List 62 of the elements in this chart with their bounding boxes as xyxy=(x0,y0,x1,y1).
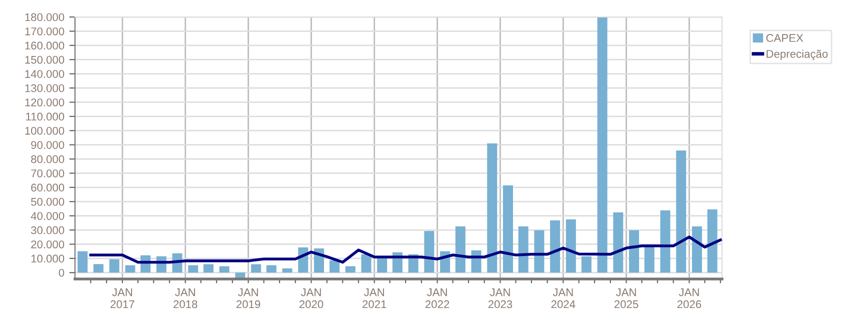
bar xyxy=(613,212,624,273)
y-tick-label: 0 xyxy=(58,268,64,277)
bar xyxy=(361,254,372,273)
bar xyxy=(455,226,466,273)
y-tick-label: 50.000 xyxy=(31,198,64,206)
bar xyxy=(676,150,686,273)
x-tick-label: JAN 2019 xyxy=(236,288,260,308)
y-tick-label: 40.000 xyxy=(30,212,64,220)
y-tick-label: 110.000 xyxy=(26,112,64,121)
bar xyxy=(518,226,528,273)
x-tick-label: JAN 2024 xyxy=(551,288,576,308)
y-tick-label: 130.000 xyxy=(25,84,64,92)
y-tick-label: 120.000 xyxy=(25,98,64,106)
bar xyxy=(566,219,576,273)
y-tick-label: 90.000 xyxy=(31,141,64,149)
bar xyxy=(550,220,560,273)
y-tick-label: 150.000 xyxy=(25,56,64,64)
y-tick-label: 30.000 xyxy=(31,226,64,234)
y-tick-label: 140.000 xyxy=(25,70,64,78)
bar xyxy=(282,268,292,273)
bar xyxy=(78,251,88,273)
y-tick-label: 180.000 xyxy=(25,13,64,22)
bar xyxy=(692,226,702,273)
x-tick-label: JAN 2026 xyxy=(677,288,702,308)
bar xyxy=(93,264,104,273)
legend-label: CAPEX xyxy=(766,34,804,42)
x-tick-label: JAN 2022 xyxy=(426,288,450,308)
y-tick-label: 70.000 xyxy=(31,169,64,178)
y-tick-label: 80.000 xyxy=(31,155,64,164)
bar xyxy=(266,265,276,273)
bar xyxy=(503,185,513,273)
y-tick-label: 10.000 xyxy=(31,254,64,263)
y-tick-label: 170.000 xyxy=(25,27,64,36)
bar xyxy=(330,260,340,273)
bar xyxy=(629,230,640,273)
bar xyxy=(644,246,654,273)
line-series xyxy=(89,236,722,264)
bar xyxy=(109,259,120,273)
bar xyxy=(125,265,136,273)
bar xyxy=(707,209,718,273)
y-tick-label: 160.000 xyxy=(25,42,64,50)
y-tick-label: 20.000 xyxy=(31,240,64,248)
x-tick-label: JAN 2025 xyxy=(614,288,638,308)
x-tick-label: JAN 2023 xyxy=(488,288,512,308)
bar xyxy=(188,265,198,273)
bar xyxy=(660,210,670,273)
x-tick-label: JAN 2018 xyxy=(174,288,198,308)
x-tick-label: JAN 2017 xyxy=(110,288,134,308)
bar xyxy=(534,230,544,273)
bar xyxy=(345,266,356,273)
bar xyxy=(581,256,592,273)
x-tick-label: JAN 2020 xyxy=(299,288,324,308)
bar xyxy=(424,231,434,273)
y-tick-label: 100.000 xyxy=(25,126,64,135)
bar xyxy=(251,264,262,273)
legend-label: Depreciação xyxy=(766,50,828,60)
x-tick-label: JAN 2021 xyxy=(362,288,386,308)
y-tick-label: 60.000 xyxy=(31,184,64,192)
bar xyxy=(487,143,498,273)
bar xyxy=(597,17,608,273)
bar xyxy=(203,264,214,273)
bar xyxy=(219,266,230,273)
